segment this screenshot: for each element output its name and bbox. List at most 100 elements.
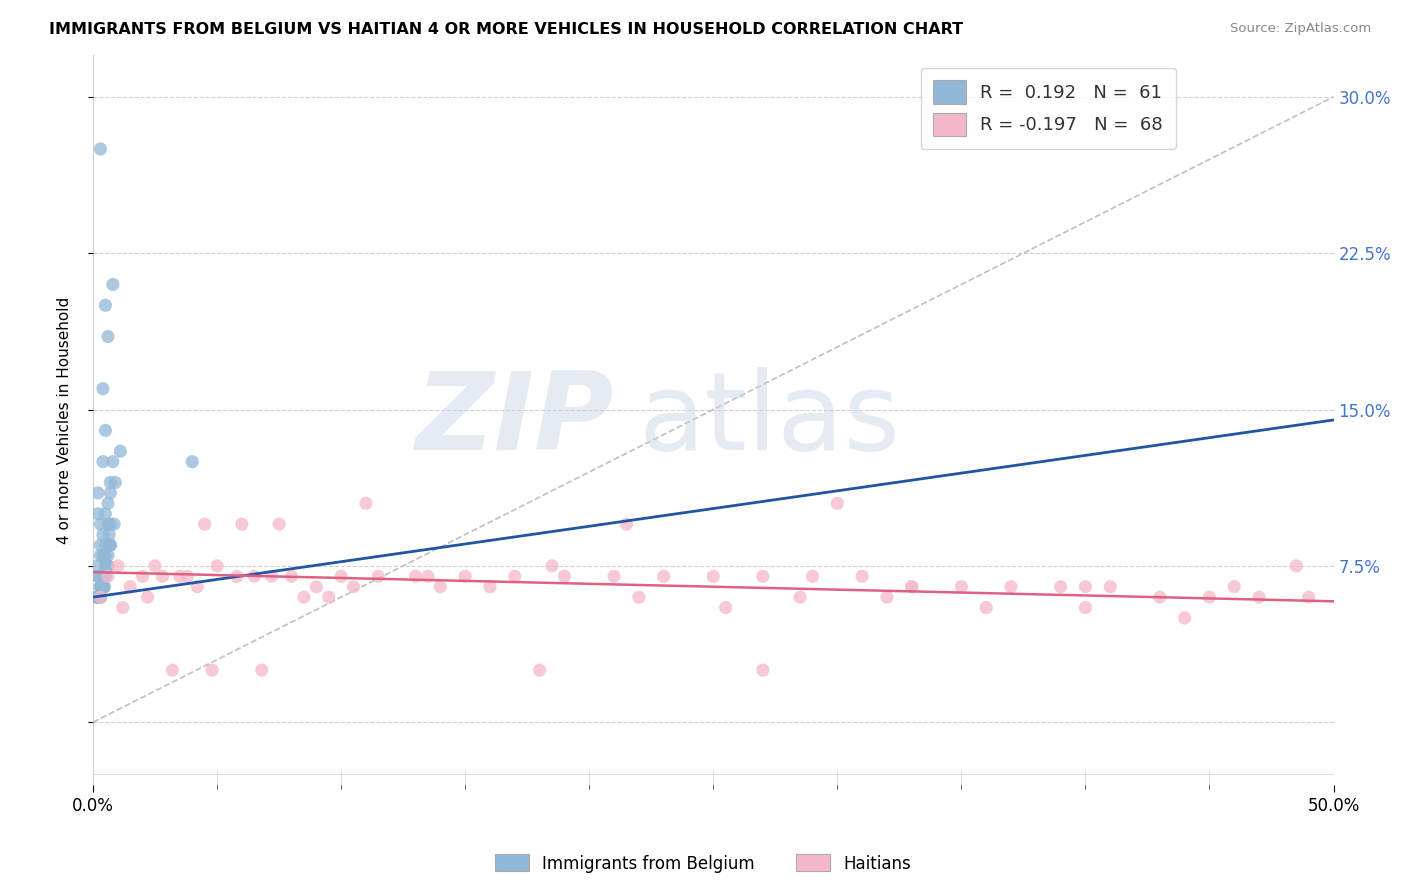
Point bbox=[97, 517, 120, 532]
Point bbox=[201, 663, 224, 677]
Point bbox=[100, 538, 122, 552]
Point bbox=[318, 590, 340, 604]
Point bbox=[553, 569, 575, 583]
Point bbox=[100, 517, 122, 532]
Point bbox=[91, 569, 114, 583]
Point bbox=[950, 580, 973, 594]
Point bbox=[90, 580, 112, 594]
Point bbox=[1074, 580, 1097, 594]
Point bbox=[110, 444, 132, 458]
Point bbox=[1285, 558, 1308, 573]
Point bbox=[900, 580, 922, 594]
Point bbox=[89, 590, 111, 604]
Point bbox=[94, 569, 117, 583]
Point bbox=[98, 538, 121, 552]
Point bbox=[405, 569, 427, 583]
Point bbox=[101, 277, 124, 292]
Point bbox=[603, 569, 626, 583]
Point bbox=[152, 569, 174, 583]
Point bbox=[94, 298, 117, 312]
Point bbox=[120, 580, 142, 594]
Point bbox=[97, 549, 120, 563]
Point bbox=[205, 558, 228, 573]
Point bbox=[89, 590, 111, 604]
Point bbox=[94, 423, 117, 437]
Point bbox=[429, 580, 451, 594]
Point bbox=[478, 580, 501, 594]
Point bbox=[89, 590, 111, 604]
Point bbox=[97, 558, 120, 573]
Point bbox=[354, 496, 377, 510]
Point bbox=[87, 558, 110, 573]
Point bbox=[1198, 590, 1220, 604]
Point bbox=[267, 517, 290, 532]
Point bbox=[93, 569, 115, 583]
Point bbox=[100, 475, 122, 490]
Point bbox=[752, 663, 775, 677]
Point bbox=[454, 569, 477, 583]
Point bbox=[89, 590, 111, 604]
Point bbox=[86, 590, 108, 604]
Point bbox=[97, 558, 120, 573]
Point bbox=[97, 569, 120, 583]
Point bbox=[827, 496, 849, 510]
Point bbox=[91, 382, 114, 396]
Point bbox=[162, 663, 184, 677]
Point bbox=[97, 496, 120, 510]
Point bbox=[89, 590, 111, 604]
Point bbox=[342, 580, 364, 594]
Text: IMMIGRANTS FROM BELGIUM VS HAITIAN 4 OR MORE VEHICLES IN HOUSEHOLD CORRELATION C: IMMIGRANTS FROM BELGIUM VS HAITIAN 4 OR … bbox=[49, 22, 963, 37]
Point bbox=[143, 558, 166, 573]
Text: ZIP: ZIP bbox=[416, 367, 614, 473]
Point bbox=[416, 569, 439, 583]
Point bbox=[89, 590, 111, 604]
Point bbox=[652, 569, 675, 583]
Point bbox=[86, 590, 108, 604]
Point bbox=[330, 569, 353, 583]
Point bbox=[529, 663, 551, 677]
Point bbox=[1298, 590, 1320, 604]
Point bbox=[1149, 590, 1171, 604]
Point bbox=[87, 590, 110, 604]
Point bbox=[91, 455, 114, 469]
Point bbox=[260, 569, 283, 583]
Point bbox=[91, 580, 114, 594]
Point bbox=[243, 569, 266, 583]
Point bbox=[100, 486, 122, 500]
Point bbox=[90, 580, 112, 594]
Point bbox=[702, 569, 724, 583]
Point bbox=[91, 580, 114, 594]
Point bbox=[89, 142, 111, 156]
Point bbox=[851, 569, 873, 583]
Point bbox=[111, 600, 134, 615]
Point bbox=[250, 663, 273, 677]
Point bbox=[101, 455, 124, 469]
Point bbox=[1099, 580, 1122, 594]
Point bbox=[752, 569, 775, 583]
Point bbox=[89, 580, 111, 594]
Point bbox=[789, 590, 811, 604]
Point bbox=[89, 580, 111, 594]
Point bbox=[87, 486, 110, 500]
Point bbox=[104, 475, 127, 490]
Point bbox=[94, 558, 117, 573]
Point bbox=[93, 580, 115, 594]
Point bbox=[93, 580, 115, 594]
Legend: R =  0.192   N =  61, R = -0.197   N =  68: R = 0.192 N = 61, R = -0.197 N = 68 bbox=[921, 68, 1175, 149]
Point bbox=[714, 600, 737, 615]
Point bbox=[89, 549, 111, 563]
Point bbox=[974, 600, 997, 615]
Point bbox=[87, 569, 110, 583]
Point bbox=[93, 569, 115, 583]
Point bbox=[1174, 611, 1197, 625]
Point bbox=[280, 569, 302, 583]
Point bbox=[94, 569, 117, 583]
Point bbox=[503, 569, 526, 583]
Point bbox=[131, 569, 153, 583]
Point bbox=[98, 527, 121, 541]
Point bbox=[226, 569, 249, 583]
Text: Source: ZipAtlas.com: Source: ZipAtlas.com bbox=[1230, 22, 1371, 36]
Point bbox=[94, 549, 117, 563]
Point bbox=[1074, 600, 1097, 615]
Point bbox=[97, 329, 120, 343]
